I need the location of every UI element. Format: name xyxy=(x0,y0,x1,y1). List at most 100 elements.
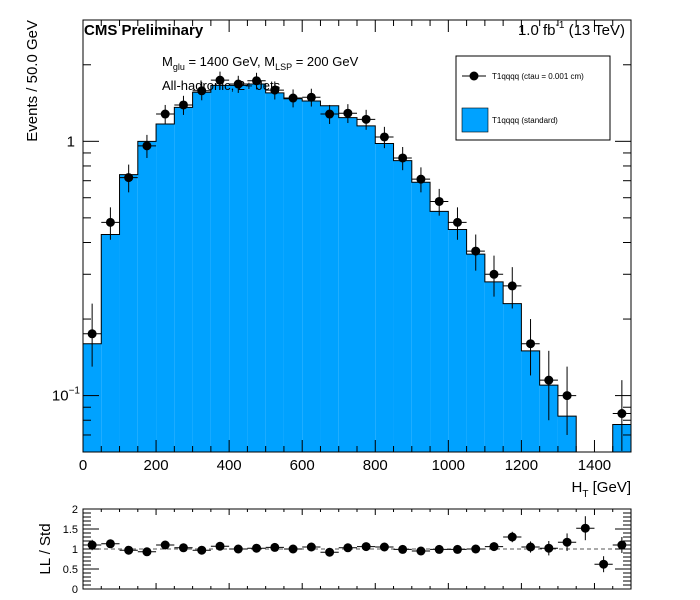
x-tick-label: 600 xyxy=(290,457,315,474)
histogram-bar xyxy=(411,182,431,452)
histogram-bar xyxy=(357,125,376,452)
histogram-bar xyxy=(521,350,540,452)
y-tick-label: 1 xyxy=(67,133,75,150)
histogram-bar xyxy=(503,303,522,452)
data-point xyxy=(489,269,499,279)
ratio-panel: 0 0.5 1 1.5 2 LL / Std xyxy=(37,504,632,596)
ratio-point xyxy=(215,541,225,551)
y-axis-title: Events / 50.0 GeV xyxy=(24,20,41,142)
data-point xyxy=(233,79,243,89)
data-point xyxy=(398,153,408,163)
x-tick-label: 1000 xyxy=(432,457,465,474)
ratio-frame xyxy=(82,508,632,590)
ratio-point xyxy=(306,542,316,552)
data-point xyxy=(617,409,627,419)
data-point xyxy=(306,92,316,102)
ratio-point xyxy=(544,543,554,553)
ratio-point xyxy=(160,540,170,550)
histogram-bar xyxy=(83,343,102,452)
histogram-bar xyxy=(247,84,266,452)
data-point xyxy=(252,76,262,86)
ratio-point xyxy=(197,545,207,555)
histogram-bar xyxy=(466,254,485,452)
y-axis-tick-labels: 1 10−1 xyxy=(52,133,81,404)
luminosity-label: 1.0 fb-1 (13 TeV) xyxy=(518,20,625,39)
data-point xyxy=(270,85,280,95)
ratio-point xyxy=(288,544,298,554)
data-point xyxy=(197,86,207,96)
data-point xyxy=(562,391,572,401)
ratio-point xyxy=(379,542,389,552)
histogram-bar xyxy=(229,85,248,453)
y-tick-label: 10−1 xyxy=(52,386,81,405)
ratio-point xyxy=(580,523,590,533)
ratio-point xyxy=(416,546,426,556)
data-point xyxy=(124,173,134,183)
ratio-point xyxy=(142,547,152,557)
data-points xyxy=(83,71,631,451)
x-tick-label: 1200 xyxy=(505,457,538,474)
ratio-point xyxy=(434,544,444,554)
ratio-point xyxy=(105,539,115,549)
histogram-bar xyxy=(320,105,339,452)
histogram-bar xyxy=(338,117,357,453)
ratio-y-tick-label: 2 xyxy=(72,504,78,516)
selection-annotation: All-hadronic, 2+ Jets xyxy=(162,78,281,93)
ratio-y-tick-label: 0.5 xyxy=(63,564,78,576)
ratio-point xyxy=(270,542,280,552)
legend-entry-points: T1qqqq (ctau = 0.001 cm) xyxy=(492,72,584,81)
ratio-point xyxy=(452,544,462,554)
histogram-bar xyxy=(430,211,449,452)
data-point xyxy=(361,114,371,124)
ratio-point xyxy=(526,542,536,552)
ratio-point xyxy=(178,543,188,553)
histogram-bar xyxy=(119,174,138,453)
ratio-point xyxy=(489,542,499,552)
data-point xyxy=(434,196,444,206)
x-tick-label: 0 xyxy=(79,457,87,474)
ratio-point xyxy=(87,540,97,550)
legend-fill-swatch xyxy=(461,107,489,133)
main-frame xyxy=(82,19,632,453)
ratio-point xyxy=(398,544,408,554)
ratio-point xyxy=(124,545,134,555)
ratio-point xyxy=(471,544,481,554)
ratio-y-tick-label: 1 xyxy=(72,544,78,556)
data-point xyxy=(526,339,536,349)
legend-points-marker xyxy=(469,71,479,81)
x-tick-label: 800 xyxy=(363,457,388,474)
data-point xyxy=(325,109,335,119)
data-point xyxy=(343,108,353,118)
data-point xyxy=(416,174,426,184)
ratio-point xyxy=(325,547,335,557)
data-point xyxy=(178,100,188,110)
ratio-y-axis-title: LL / Std xyxy=(37,523,54,574)
data-point xyxy=(544,375,554,385)
data-point xyxy=(87,329,97,339)
data-point xyxy=(160,109,170,119)
data-point xyxy=(215,75,225,85)
data-point xyxy=(142,141,152,151)
histogram-bar xyxy=(283,98,303,453)
ratio-point xyxy=(361,542,371,552)
histogram-bar xyxy=(393,160,412,452)
main-panel: 0 200 400 600 800 1000 1200 1400 1 10−1 CMS Prel… xyxy=(24,19,632,500)
data-point xyxy=(452,217,462,227)
legend-entry-fill: T1qqqq (standard) xyxy=(492,116,558,125)
histogram-bar xyxy=(484,281,504,452)
histogram-bars xyxy=(82,83,632,453)
histogram-bar xyxy=(302,101,321,452)
ratio-y-tick-label: 1.5 xyxy=(63,524,78,536)
ratio-point xyxy=(562,537,572,547)
data-point xyxy=(379,132,389,142)
x-tick-label: 200 xyxy=(144,457,169,474)
ratio-point xyxy=(507,532,517,542)
mass-annotation: Mglu = 1400 GeV, MLSP = 200 GeV xyxy=(162,54,359,72)
ratio-point xyxy=(599,559,609,569)
x-axis-title: HT [GeV] xyxy=(572,479,631,500)
histogram-bar xyxy=(192,92,211,452)
experiment-label: CMS Preliminary xyxy=(84,22,204,39)
legend: T1qqqq (ctau = 0.001 cm) T1qqqq (standar… xyxy=(455,55,611,141)
ratio-y-axis-tick-labels: 0 0.5 1 1.5 2 xyxy=(63,504,78,596)
